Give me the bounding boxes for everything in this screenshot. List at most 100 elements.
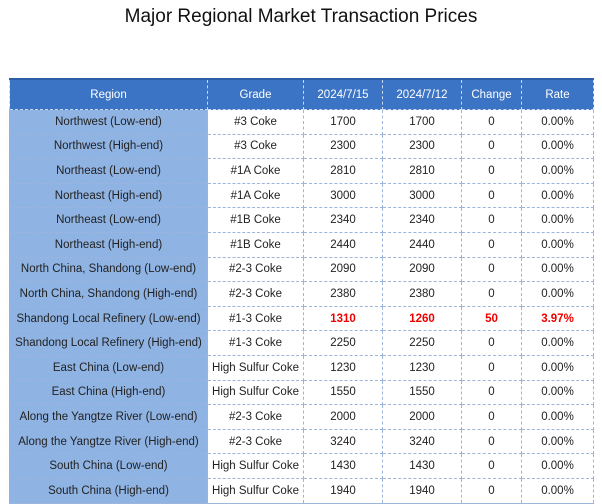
- table-row: Along the Yangtze River (High-end) #2-3 C…: [9, 429, 594, 455]
- price-previous-cell: 1700: [382, 109, 462, 135]
- change-cell: 0: [461, 404, 522, 430]
- grade-cell: #1B Coke: [207, 232, 304, 258]
- rate-cell: 0.00%: [521, 380, 594, 406]
- region-cell: East China (High-end): [9, 380, 208, 406]
- table-row: East China (High-end) High Sulfur Coke 155…: [9, 380, 594, 406]
- price-previous-cell: 1550: [382, 380, 462, 406]
- rate-cell: 0.00%: [521, 453, 594, 479]
- region-cell: Northwest (High-end): [9, 134, 208, 160]
- rate-cell: 0.00%: [521, 183, 594, 209]
- region-cell: Northeast (Low-end): [9, 158, 208, 184]
- region-cell: South China (Low-end): [9, 453, 208, 479]
- table-row: Northeast (High-end) #1A Coke 3000 3000 0 0.0…: [9, 183, 594, 209]
- change-cell: 0: [461, 281, 522, 307]
- region-cell: East China (Low-end): [9, 355, 208, 381]
- price-current-cell: 3240: [303, 429, 383, 455]
- rate-cell: 0.00%: [521, 232, 594, 258]
- change-cell: 0: [461, 429, 522, 455]
- change-cell: 0: [461, 134, 522, 160]
- grade-cell: #3 Coke: [207, 109, 304, 135]
- header-grade: Grade: [207, 78, 304, 110]
- region-cell: Northwest (Low-end): [9, 109, 208, 135]
- page-title: Major Regional Market Transaction Prices: [124, 6, 478, 27]
- table-row: Northwest (Low-end) #3 Coke 1700 1700 0 0.00%: [9, 109, 594, 135]
- change-cell: 0: [461, 257, 522, 283]
- grade-cell: #1A Coke: [207, 183, 304, 209]
- grade-cell: High Sulfur Coke: [207, 478, 304, 504]
- grade-cell: #2-3 Coke: [207, 429, 304, 455]
- rate-cell: 0.00%: [521, 158, 594, 184]
- table-row: North China, Shandong (High-end) #2-3 Cok…: [9, 281, 594, 307]
- change-cell: 0: [461, 453, 522, 479]
- header-date-previous: 2024/7/12: [382, 78, 462, 110]
- price-previous-cell: 1230: [382, 355, 462, 381]
- rate-cell: 0.00%: [521, 207, 594, 233]
- price-previous-cell: 1940: [382, 478, 462, 504]
- price-current-cell: 1940: [303, 478, 383, 504]
- price-current-cell: 2300: [303, 134, 383, 160]
- header-date-current: 2024/7/15: [303, 78, 383, 110]
- grade-cell: #1B Coke: [207, 207, 304, 233]
- rate-cell: 0.00%: [521, 134, 594, 160]
- grade-cell: #2-3 Coke: [207, 281, 304, 307]
- price-current-cell: 2250: [303, 330, 383, 356]
- change-cell: 0: [461, 232, 522, 258]
- region-cell: Shandong Local Refinery (Low-end): [9, 306, 208, 332]
- table-row: Along the Yangtze River (Low-end) #2-3 Co…: [9, 404, 594, 430]
- change-cell: 0: [461, 355, 522, 381]
- change-cell: 0: [461, 330, 522, 356]
- price-current-cell: 2380: [303, 281, 383, 307]
- price-previous-cell: 2250: [382, 330, 462, 356]
- table-row: Northeast (High-end) #1B Coke 2440 2440 0 0.0…: [9, 232, 594, 258]
- change-cell: 0: [461, 158, 522, 184]
- price-previous-cell: 2300: [382, 134, 462, 160]
- grade-cell: #1-3 Coke: [207, 306, 304, 332]
- price-previous-cell: 3000: [382, 183, 462, 209]
- change-cell: 0: [461, 207, 522, 233]
- header-rate: Rate: [521, 78, 594, 110]
- rate-cell: 0.00%: [521, 281, 594, 307]
- table-row: Shandong Local Refinery (Low-end) #1-3 Co…: [9, 306, 594, 332]
- grade-cell: High Sulfur Coke: [207, 453, 304, 479]
- region-cell: Shandong Local Refinery (High-end): [9, 330, 208, 356]
- table-body: Northwest (Low-end) #3 Coke 1700 1700 0 0.00%…: [9, 109, 594, 504]
- price-current-cell: 2810: [303, 158, 383, 184]
- region-cell: Along the Yangtze River (High-end): [9, 429, 208, 455]
- region-cell: North China, Shandong (Low-end): [9, 257, 208, 283]
- price-current-cell: 1550: [303, 380, 383, 406]
- grade-cell: #3 Coke: [207, 134, 304, 160]
- table-row: North China, Shandong (Low-end) #2-3 Coke…: [9, 257, 594, 283]
- table-row: Northeast (Low-end) #1A Coke 2810 2810 0 0.00…: [9, 158, 594, 184]
- region-cell: Northeast (Low-end): [9, 207, 208, 233]
- grade-cell: #2-3 Coke: [207, 404, 304, 430]
- price-previous-cell: 2380: [382, 281, 462, 307]
- price-current-cell: 1700: [303, 109, 383, 135]
- price-previous-cell: 2340: [382, 207, 462, 233]
- price-previous-cell: 2090: [382, 257, 462, 283]
- grade-cell: #1A Coke: [207, 158, 304, 184]
- table-row: South China (High-end) High Sulfur Coke 19…: [9, 478, 594, 504]
- grade-cell: High Sulfur Coke: [207, 380, 304, 406]
- region-cell: North China, Shandong (High-end): [9, 281, 208, 307]
- grade-cell: #2-3 Coke: [207, 257, 304, 283]
- region-cell: Northeast (High-end): [9, 183, 208, 209]
- price-previous-cell: 2440: [382, 232, 462, 258]
- price-current-cell: 3000: [303, 183, 383, 209]
- change-cell: 50: [461, 306, 522, 332]
- price-previous-cell: 1430: [382, 453, 462, 479]
- rate-cell: 0.00%: [521, 478, 594, 504]
- rate-cell: 3.97%: [521, 306, 594, 332]
- price-current-cell: 1230: [303, 355, 383, 381]
- rate-cell: 0.00%: [521, 109, 594, 135]
- price-previous-cell: 2000: [382, 404, 462, 430]
- rate-cell: 0.00%: [521, 257, 594, 283]
- price-current-cell: 2440: [303, 232, 383, 258]
- change-cell: 0: [461, 380, 522, 406]
- table-row: Northeast (Low-end) #1B Coke 2340 2340 0 0.00…: [9, 207, 594, 233]
- region-cell: Northeast (High-end): [9, 232, 208, 258]
- header-region: Region: [9, 78, 208, 110]
- grade-cell: High Sulfur Coke: [207, 355, 304, 381]
- price-current-cell: 2090: [303, 257, 383, 283]
- grade-cell: #1-3 Coke: [207, 330, 304, 356]
- region-cell: South China (High-end): [9, 478, 208, 504]
